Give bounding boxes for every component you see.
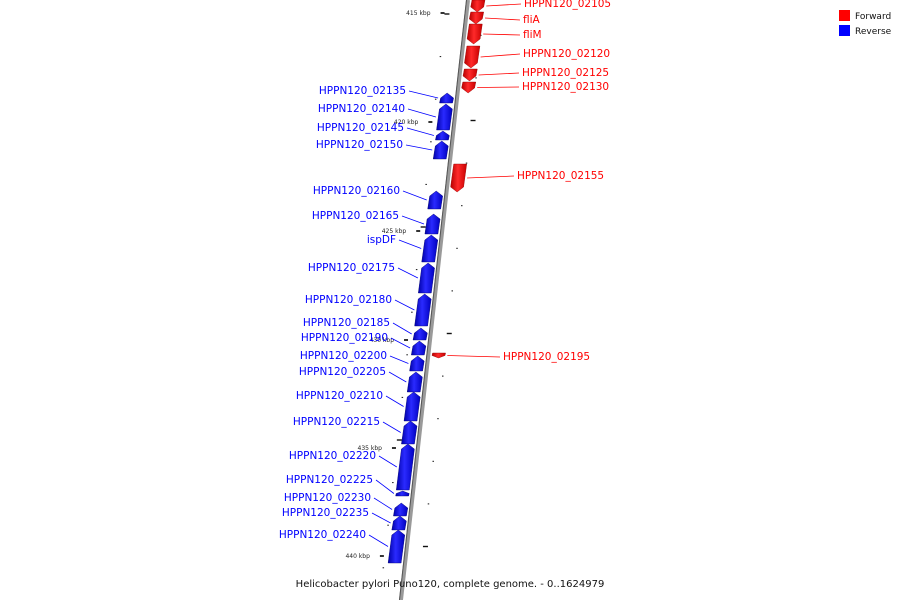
gene-label[interactable]: HPPN120_02180 [305,294,392,306]
gene-feature-hppn120_02180[interactable] [414,293,432,327]
gene-feature-flia[interactable] [469,11,484,25]
gene-label[interactable]: HPPN120_02225 [286,474,373,486]
gene-leader-line [402,190,427,201]
legend-swatch-reverse [839,25,850,36]
gene-feature-hppn120_02105[interactable] [470,0,486,13]
gene-leader-line [388,371,407,383]
gene-feature-hppn120_02125[interactable] [462,68,478,82]
gene-leader-line [373,497,393,510]
gene-feature-hppn120_02165[interactable] [424,213,441,235]
gene-feature-flim[interactable] [466,23,483,45]
gene-label[interactable]: HPPN120_02120 [523,48,610,60]
gene-label[interactable]: HPPN120_02145 [317,122,404,134]
scale-label: 425 kbp [382,228,407,235]
gene-leader-line [408,90,439,99]
gene-label[interactable]: HPPN120_02165 [312,210,399,222]
gene-label[interactable]: HPPN120_02135 [319,85,406,97]
gene-label[interactable]: ispDF [367,234,396,246]
scale-label: 435 kbp [358,445,383,452]
gene-leader-line [397,267,419,279]
gene-label[interactable]: HPPN120_02190 [301,332,388,344]
scale-label: 415 kbp [406,10,431,17]
gene-leader-line [477,86,520,88]
gene-feature-ispdf[interactable] [421,234,439,263]
gene-feature-hppn120_02135[interactable] [439,92,454,104]
gene-leader-line [394,299,415,311]
gene-label[interactable]: fliM [523,29,542,41]
gene-leader-line [478,72,520,76]
gene-feature-hppn120_02200[interactable] [409,355,425,372]
gene-label[interactable]: HPPN120_02210 [296,390,383,402]
genome-backbone-edge [398,0,467,600]
gene-feature-hppn120_02195[interactable] [431,352,446,359]
gene-label[interactable]: HPPN120_02235 [282,507,369,519]
gene-feature-hppn120_02240[interactable] [387,529,406,564]
gene-label[interactable]: HPPN120_02160 [313,185,400,197]
gene-feature-hppn120_02220[interactable] [396,443,415,491]
gene-feature-hppn120_02215[interactable] [401,420,418,445]
gene-leader-line [392,322,412,335]
gene-leader-line [390,337,411,349]
gene-label[interactable]: HPPN120_02220 [289,450,376,462]
gene-label[interactable]: HPPN120_02175 [308,262,395,274]
gene-feature-hppn120_02190[interactable] [411,340,427,356]
gene-leader-line [486,3,522,7]
gene-label[interactable]: fliA [523,14,541,26]
gene-feature-hppn120_02140[interactable] [436,103,453,131]
gene-feature-hppn120_02210[interactable] [403,391,421,422]
gene-label[interactable]: HPPN120_02155 [517,170,604,182]
gene-label[interactable]: HPPN120_02130 [522,81,609,93]
gene-leader-line [407,108,437,118]
genome-backbone [398,0,470,600]
gene-leader-line [389,355,409,364]
gene-feature-hppn120_02175[interactable] [418,262,435,294]
gene-label[interactable]: HPPN120_02200 [300,350,387,362]
gene-leader-line [382,421,401,433]
gene-leader-line [406,127,435,136]
gene-label[interactable]: HPPN120_02140 [318,103,405,115]
gene-leader-line [483,33,521,36]
gene-label[interactable]: HPPN120_02185 [303,317,390,329]
gene-label[interactable]: HPPN120_02125 [522,67,609,79]
gene-leader-line [368,534,389,547]
gene-label[interactable]: HPPN120_02215 [293,416,380,428]
scale-label: 420 kbp [394,119,419,126]
gene-feature-hppn120_02150[interactable] [432,140,449,160]
gene-leader-line [467,175,515,179]
gene-label[interactable]: HPPN120_02205 [299,366,386,378]
gene-feature-hppn120_02205[interactable] [406,371,423,393]
gene-leader-line [375,479,395,494]
gene-label[interactable]: HPPN120_02150 [316,139,403,151]
gene-feature-hppn120_02225[interactable] [395,490,410,497]
gene-leader-line [447,355,501,358]
gene-label[interactable]: HPPN120_02105 [524,0,611,10]
gene-leader-line [484,17,521,21]
gene-label[interactable]: HPPN120_02230 [284,492,371,504]
gene-leader-line [401,215,425,225]
gene-feature-hppn120_02120[interactable] [464,45,481,69]
gene-leader-line [405,144,433,151]
legend-label-forward: Forward [855,12,891,22]
gene-feature-hppn120_02230[interactable] [393,502,409,517]
genome-caption: Helicobacter pylori Puno120, complete ge… [296,579,605,590]
legend-label-reverse: Reverse [855,27,892,37]
gene-leader-line [398,239,422,249]
scale-label: 430 kbp [370,337,395,344]
gene-feature-hppn120_02130[interactable] [461,81,477,94]
gene-feature-hppn120_02185[interactable] [412,327,428,341]
gene-label[interactable]: HPPN120_02195 [503,351,590,363]
gene-leader-line [480,53,521,58]
gene-label[interactable]: HPPN120_02240 [279,529,366,541]
legend-swatch-forward [839,10,850,21]
gene-feature-hppn120_02155[interactable] [450,163,467,193]
gene-leader-line [371,512,391,524]
gene-feature-hppn120_02145[interactable] [435,130,450,141]
scale-label: 440 kbp [345,553,370,560]
gene-feature-hppn120_02160[interactable] [427,190,443,210]
gene-leader-line [385,395,404,407]
gene-feature-hppn120_02235[interactable] [391,515,407,531]
gene-leader-line [378,455,398,468]
